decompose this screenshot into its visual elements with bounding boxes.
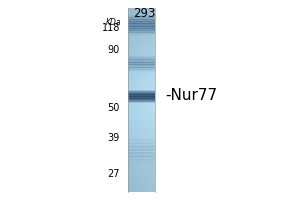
Text: KDa: KDa <box>106 18 121 27</box>
Text: -Nur77: -Nur77 <box>165 88 217 102</box>
Text: 39: 39 <box>108 133 120 143</box>
Text: 90: 90 <box>108 45 120 55</box>
Text: 27: 27 <box>107 169 120 179</box>
Text: 50: 50 <box>108 103 120 113</box>
Text: 118: 118 <box>102 23 120 33</box>
Text: 293: 293 <box>133 7 155 20</box>
